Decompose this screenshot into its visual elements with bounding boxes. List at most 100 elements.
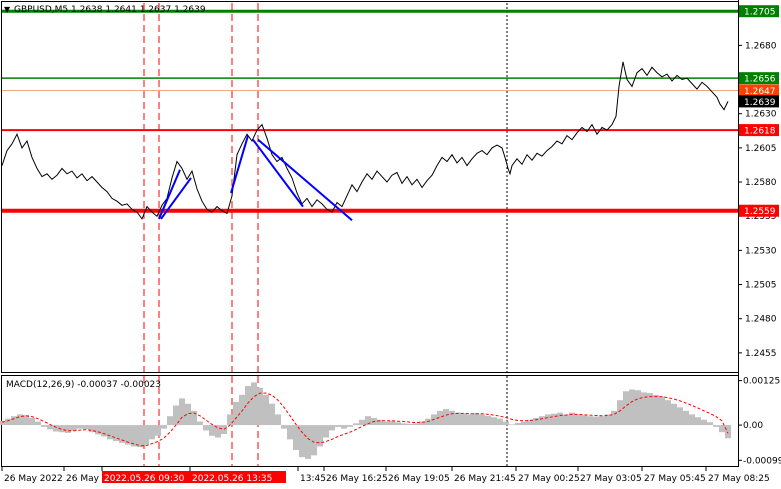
- macd-histogram-bar: [35, 421, 41, 426]
- macd-histogram-bar: [665, 400, 671, 426]
- macd-histogram-bar: [467, 414, 473, 426]
- macd-histogram-bar: [221, 425, 227, 434]
- macd-histogram-bar: [509, 424, 515, 426]
- macd-histogram-bar: [713, 425, 719, 427]
- macd-histogram-bar: [683, 410, 689, 426]
- macd-histogram-bar: [545, 414, 551, 426]
- macd-histogram-bar: [569, 412, 575, 426]
- macd-histogram-bar: [101, 425, 107, 437]
- macd-histogram-bar: [299, 425, 305, 458]
- macd-histogram-bar: [707, 422, 713, 426]
- macd-histogram-bar: [503, 421, 509, 426]
- time-axis-tick-label: 26 May 2022: [4, 474, 63, 484]
- macd-histogram-bar: [71, 425, 77, 431]
- chart-title-arrow-icon: ▼: [4, 5, 11, 14]
- macd-histogram-bar: [677, 407, 683, 426]
- macd-histogram-bar: [383, 421, 389, 426]
- macd-histogram-bar: [29, 417, 35, 426]
- macd-histogram-bar: [287, 425, 293, 440]
- level-badge-label: 1.2639: [744, 98, 776, 108]
- macd-histogram-bar: [413, 423, 419, 426]
- time-axis-tick-label: 27 May 05:45: [644, 474, 706, 484]
- macd-histogram-bar: [617, 400, 623, 426]
- macd-histogram-bar: [59, 425, 65, 433]
- trend-line: [252, 139, 304, 208]
- macd-histogram-bar: [191, 410, 197, 426]
- macd-histogram-bar: [65, 425, 71, 433]
- macd-histogram-bar: [635, 390, 641, 426]
- macd-chart: 0.00125 0.00 -0.00099: [0, 376, 781, 466]
- time-axis-tick-label: 27 May 03:05: [580, 474, 642, 484]
- macd-histogram-bar: [395, 422, 401, 426]
- level-badge-support-2: [739, 204, 779, 217]
- macd-histogram-bar: [305, 425, 311, 459]
- macd-histogram-bar: [179, 398, 185, 426]
- macd-histogram-bar: [689, 414, 695, 426]
- macd-histogram-bar: [131, 425, 137, 447]
- macd-histogram-bar: [107, 425, 113, 440]
- macd-histogram-bar: [551, 413, 557, 426]
- macd-histogram-bar: [197, 421, 203, 426]
- macd-histogram-bar: [269, 403, 275, 426]
- price-panel-border: [1, 1, 739, 373]
- level-badge-resistance-top: [739, 5, 779, 18]
- macd-histogram-bar: [5, 418, 11, 426]
- macd-histogram-bar: [575, 414, 581, 426]
- macd-histogram-bar: [143, 425, 149, 445]
- macd-histogram-bar: [275, 414, 281, 426]
- macd-histogram-bar: [491, 417, 497, 426]
- macd-histogram-bar: [611, 410, 617, 426]
- level-badge-resistance-2: [739, 72, 779, 85]
- time-axis: 26 May 2022 26 May 2022.05.26 09:30 2022.05…: [1, 467, 770, 484]
- macd-histogram-bar: [17, 414, 23, 426]
- macd-histogram-bar: [671, 403, 677, 426]
- macd-histogram-bar: [257, 387, 263, 426]
- price-axis-tick-label: 1.2530: [745, 246, 777, 256]
- macd-histogram-bar: [623, 391, 629, 426]
- macd-histogram-bar: [215, 425, 221, 438]
- macd-histogram-bar: [443, 409, 449, 426]
- macd-histogram-bar: [593, 416, 599, 426]
- macd-histogram-bar: [53, 425, 59, 432]
- trend-line: [158, 169, 181, 220]
- macd-histogram-bar: [0, 420, 5, 426]
- macd-histogram-bar: [377, 419, 383, 426]
- macd-histogram-bar: [473, 412, 479, 426]
- macd-histogram-bar: [119, 425, 125, 443]
- level-badge-label: 1.2618: [744, 127, 776, 137]
- level-badge-label: 1.2559: [744, 207, 776, 217]
- macd-histogram-bar: [539, 416, 545, 426]
- macd-histogram-bar: [449, 410, 455, 426]
- macd-histogram-bar: [599, 416, 605, 426]
- macd-histogram-bar: [701, 419, 707, 426]
- macd-histogram-bar: [227, 414, 233, 426]
- price-chart-title: GBPUSD,M5 1.2638 1.2641 1.2637 1.2639: [14, 5, 206, 15]
- macd-histogram-bar: [341, 425, 347, 429]
- macd-histogram-bar: [95, 425, 101, 435]
- macd-histogram-bar: [125, 425, 131, 445]
- price-axis-tick-label: 1.2505: [745, 281, 777, 291]
- price-axis-tick-label: 1.2580: [745, 178, 777, 188]
- price-chart: 1.27051.26801.26551.26301.26051.25801.25…: [1, 3, 779, 372]
- macd-histogram-bar: [161, 425, 167, 429]
- level-badge-support-1: [739, 124, 779, 137]
- macd-histogram-bar: [647, 393, 653, 426]
- macd-histogram-bar: [281, 425, 287, 429]
- macd-histogram-bar: [329, 425, 335, 431]
- price-axis-tick-label: 1.2455: [745, 349, 777, 359]
- macd-histogram-bar: [479, 414, 485, 426]
- time-axis-tick-label: 26 May 19:05: [388, 474, 450, 484]
- macd-histogram-bar: [251, 382, 257, 426]
- macd-histogram-bar: [203, 425, 209, 431]
- level-badge-current-price: [739, 95, 779, 108]
- macd-histogram-bar: [359, 419, 365, 426]
- macd-histogram-bar: [629, 389, 635, 426]
- macd-signal-line: [1, 392, 729, 447]
- macd-histogram-bar: [335, 425, 341, 427]
- macd-histogram-bar: [167, 416, 173, 426]
- macd-histogram-bar: [89, 425, 95, 433]
- trend-line: [257, 138, 353, 222]
- level-badge-current-ask: [739, 84, 779, 97]
- macd-histogram-bar: [293, 425, 299, 450]
